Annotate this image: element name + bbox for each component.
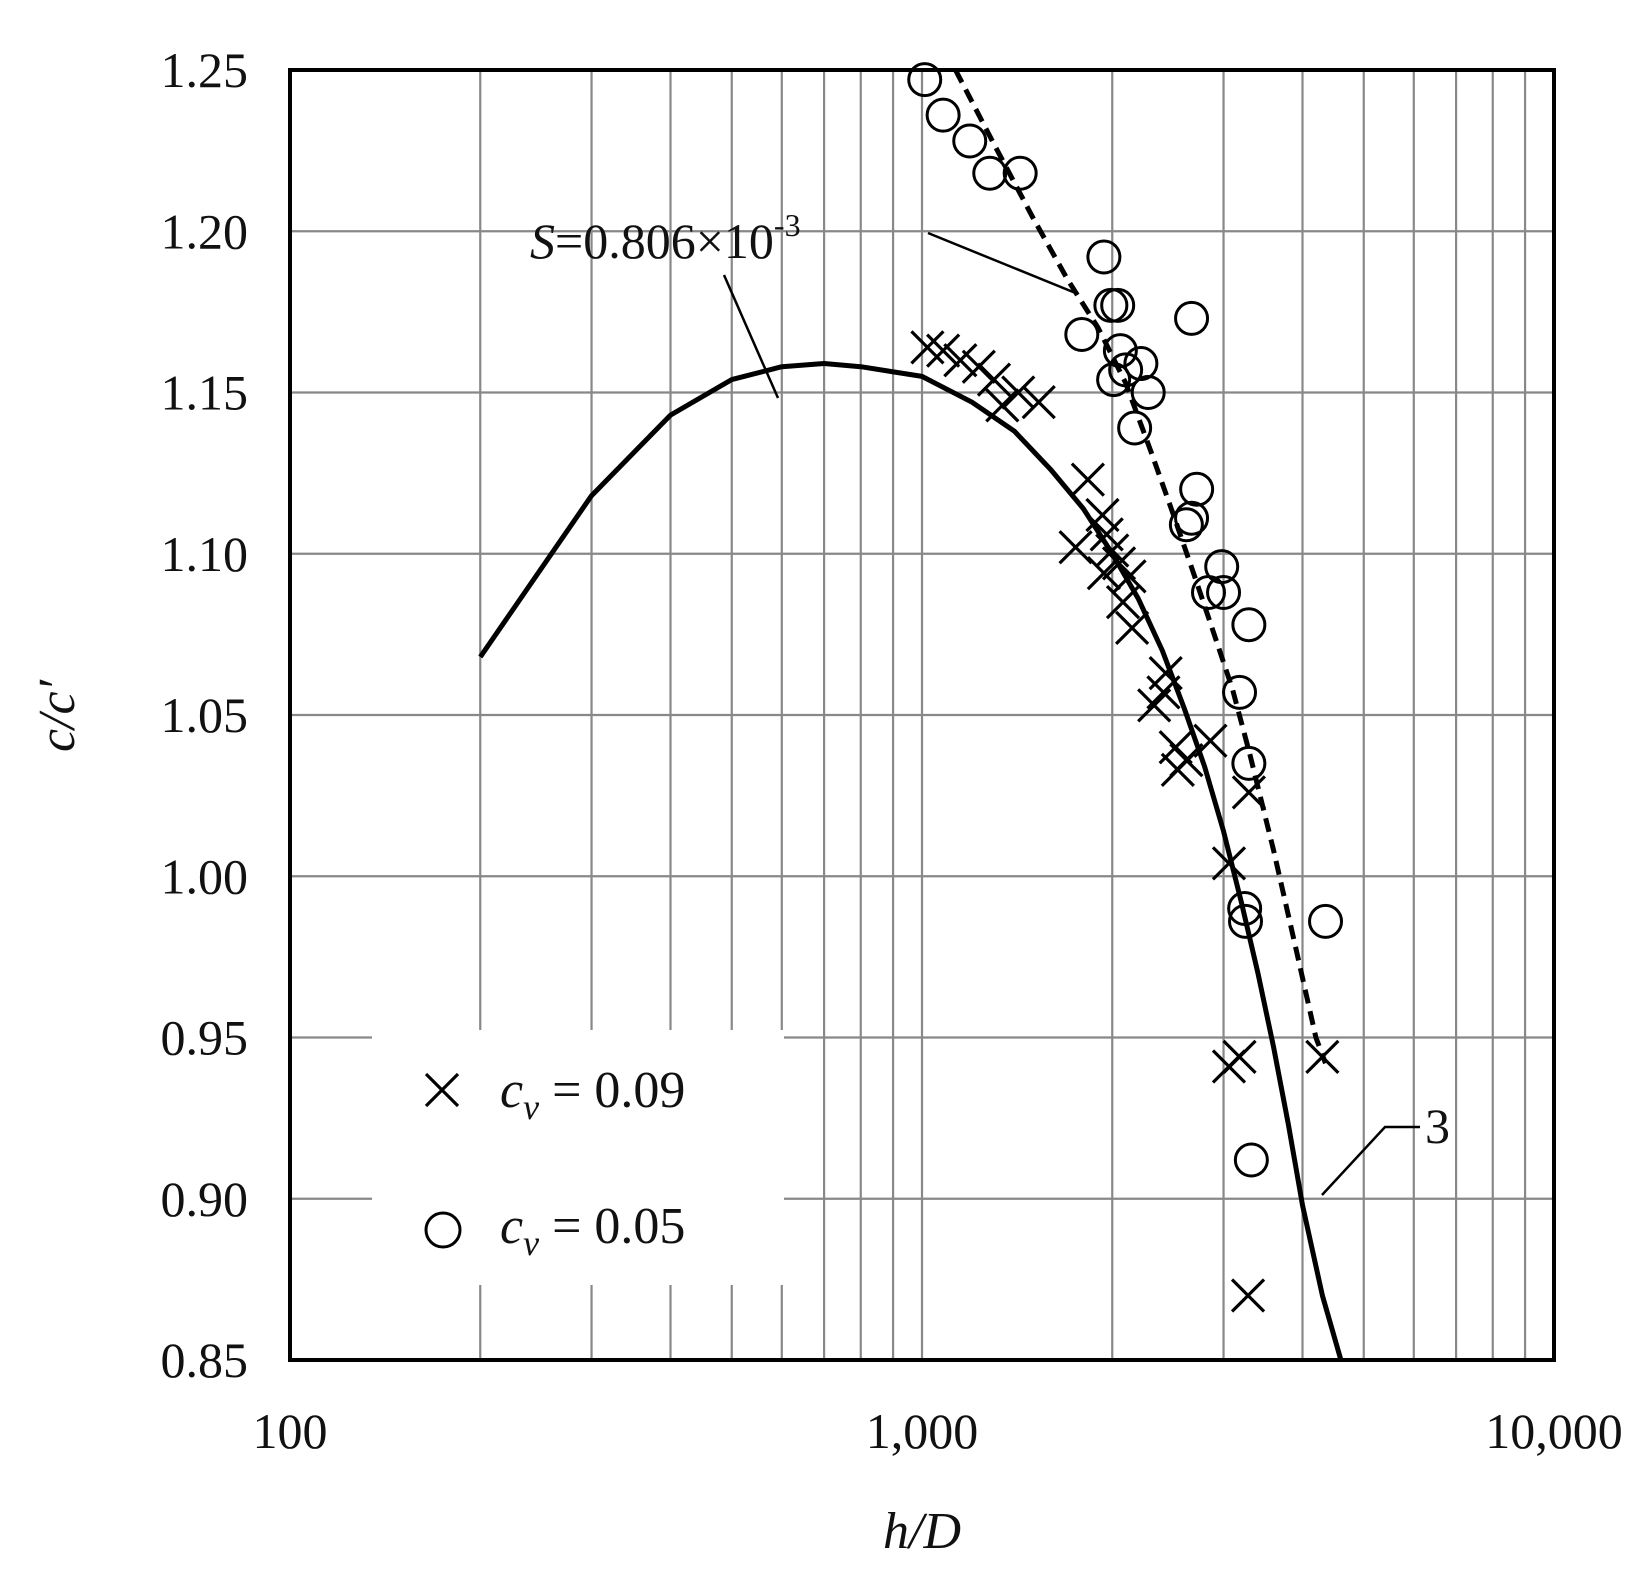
- marker-x-cv-009: [943, 343, 978, 378]
- marker-x-cv-009: [1169, 743, 1204, 778]
- marker-o-cv-005: [972, 155, 1008, 191]
- annotation-s-leader-2: [722, 274, 780, 399]
- annotation-3-leader: [1321, 1125, 1420, 1196]
- marker-o-cv-005: [1168, 507, 1204, 543]
- marker-o-cv-005: [1117, 410, 1153, 446]
- marker-o-cv-005: [1179, 471, 1215, 507]
- y-tick-label: 0.95: [161, 1010, 249, 1066]
- annotation-s-prefix: S: [530, 213, 555, 269]
- marker-x-cv-009: [961, 349, 996, 384]
- solid-curve: [478, 361, 1344, 1361]
- annotation-s: S=0.806×10-3: [530, 207, 1079, 399]
- x-tick-label: 1,000: [866, 1403, 979, 1459]
- marker-x-cv-009: [1114, 610, 1150, 646]
- marker-x-cv-009: [925, 333, 961, 368]
- y-axis-title: c/c′: [29, 678, 86, 752]
- legend: cv = 0.09 cv = 0.05: [372, 1030, 784, 1285]
- marker-o-cv-005: [1002, 155, 1038, 191]
- marker-o-cv-005: [1100, 287, 1136, 323]
- marker-o-cv-005: [1130, 375, 1166, 410]
- annotation-s-label: S=0.806×10-3: [530, 207, 801, 269]
- marker-o-cv-005: [1206, 574, 1242, 610]
- y-tick-label: 1.20: [161, 203, 249, 259]
- y-tick-label: 1.25: [161, 42, 249, 98]
- marker-x-cv-009: [976, 362, 1012, 397]
- annotation-s-body: =0.806×10: [555, 213, 774, 269]
- legend-value: = 0.09: [539, 1062, 685, 1119]
- markers: [907, 62, 1344, 1313]
- marker-o-cv-005: [1231, 745, 1267, 781]
- legend-item-cv-009: cv = 0.09: [424, 1062, 685, 1127]
- marker-o-cv-005: [1233, 1142, 1269, 1178]
- marker-o-cv-005: [1222, 674, 1258, 710]
- marker-x-cv-009: [1105, 584, 1141, 620]
- marker-o-cv-005: [1108, 352, 1144, 388]
- legend-subscript: v: [523, 1223, 539, 1263]
- marker-x-cv-009: [985, 388, 1020, 423]
- legend-symbol: c: [500, 1062, 523, 1119]
- marker-o-cv-005: [1204, 549, 1240, 585]
- marker-o-cv-005: [1227, 891, 1263, 926]
- x-tick-label: 10,000: [1485, 1403, 1623, 1459]
- legend-value: = 0.05: [539, 1198, 685, 1255]
- y-tick-label: 1.10: [161, 526, 249, 582]
- annotation-s-leader: [927, 231, 1079, 296]
- marker-x-cv-009: [1058, 530, 1093, 565]
- legend-marker-x: [424, 1072, 460, 1108]
- y-tick-label: 1.05: [161, 687, 249, 743]
- dashed-curve: [953, 68, 1328, 1065]
- marker-o-cv-005: [1308, 903, 1344, 939]
- marker-x-cv-009: [910, 330, 945, 365]
- plot-frame: [288, 68, 1556, 1362]
- annotation-s-exponent: -3: [774, 207, 801, 243]
- marker-o-cv-005: [1231, 607, 1267, 643]
- grid: [290, 70, 1554, 1360]
- marker-x-cv-009: [1231, 775, 1266, 810]
- marker-o-cv-005: [952, 123, 988, 159]
- annotation-3-label: 3: [1425, 1098, 1450, 1154]
- marker-o-cv-005: [1096, 362, 1132, 398]
- y-tick-label: 0.85: [161, 1332, 249, 1388]
- marker-x-cv-009: [1193, 723, 1228, 758]
- marker-x-cv-009: [1070, 462, 1106, 497]
- marker-o-cv-005: [1064, 316, 1100, 352]
- marker-x-cv-009: [1021, 385, 1056, 420]
- marker-o-cv-005: [1174, 500, 1210, 536]
- curves: [478, 68, 1344, 1361]
- marker-o-cv-005: [1086, 239, 1122, 275]
- marker-x-cv-009: [1001, 375, 1036, 410]
- legend-label-cv-009: cv = 0.09: [500, 1062, 685, 1127]
- y-tick-label: 1.00: [161, 848, 249, 904]
- marker-o-cv-005: [1228, 903, 1264, 939]
- x-axis-title: h/D: [883, 1503, 961, 1560]
- legend-label-cv-005: cv = 0.05: [500, 1198, 685, 1263]
- legend-subscript: v: [523, 1087, 539, 1127]
- marker-o-cv-005: [925, 97, 961, 133]
- marker-x-cv-009: [1137, 688, 1172, 723]
- marker-x-cv-009: [1230, 1278, 1266, 1313]
- y-tick-label: 1.15: [161, 365, 249, 421]
- marker-x-cv-009: [1305, 1039, 1340, 1074]
- marker-o-cv-005: [907, 62, 943, 98]
- annotation-3: 3: [1321, 1098, 1450, 1196]
- legend-symbol: c: [500, 1198, 523, 1255]
- marker-o-cv-005: [1174, 300, 1210, 336]
- marker-x-cv-009: [1222, 1039, 1257, 1074]
- y-tick-label: 0.90: [161, 1171, 249, 1227]
- marker-x-cv-009: [1211, 846, 1247, 881]
- x-tick-label: 100: [253, 1403, 328, 1459]
- legend-box: [372, 1030, 784, 1285]
- marker-x-cv-009: [1112, 559, 1147, 594]
- legend-item-cv-005: cv = 0.05: [424, 1198, 685, 1263]
- legend-marker-o: [424, 1211, 462, 1249]
